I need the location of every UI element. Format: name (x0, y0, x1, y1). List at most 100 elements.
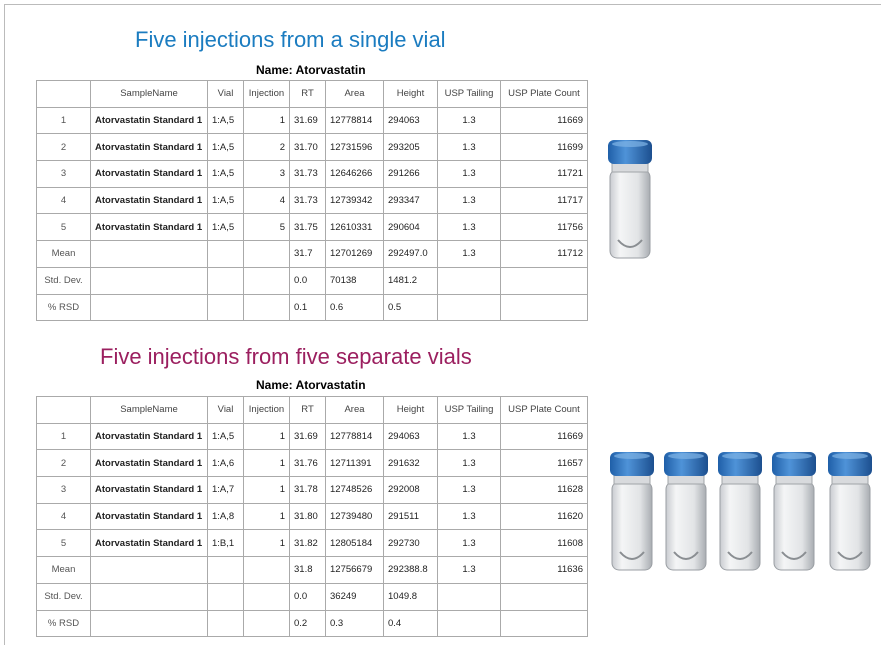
table-cell: 0.1 (289, 293, 326, 322)
table-cell: 3 (36, 476, 91, 504)
table-cell (207, 582, 244, 611)
header-cell: Injection (243, 396, 290, 424)
table-cell: 31.80 (289, 502, 326, 531)
table-cell: 1.3 (437, 186, 501, 215)
table-cell: 0.0 (289, 266, 326, 295)
header-cell: USP Plate Count (500, 80, 588, 108)
table-cell: 11657 (500, 449, 588, 478)
table-cell: 36249 (325, 582, 384, 611)
table-cell (437, 293, 501, 322)
table-cell: Atorvastatin Standard 1 (90, 502, 208, 531)
table-row: % RSD 0.2 0.3 0.4 (36, 609, 588, 638)
table-row: 2 Atorvastatin Standard 1 1:A,5 2 31.70 12731… (36, 133, 588, 162)
section-title: Five injections from five separate vials (100, 344, 472, 369)
table-cell: 292497.0 (383, 240, 438, 268)
table-cell: Std. Dev. (36, 582, 91, 611)
table-cell: Atorvastatin Standard 1 (90, 186, 208, 215)
table-cell: 5 (243, 213, 290, 242)
table-row: 4 Atorvastatin Standard 1 1:A,5 4 31.73 12739… (36, 186, 588, 215)
table-cell: 12731596 (325, 133, 384, 162)
table-cell: 293205 (383, 133, 438, 162)
table-cell: 12711391 (325, 449, 384, 478)
header-row: SampleName Vial Injection RT Area Height USP T… (36, 396, 588, 424)
table-cell: 1.3 (437, 240, 501, 268)
table-cell: Atorvastatin Standard 1 (90, 106, 208, 135)
table-row: Mean 31.7 12701269 292497.0 1.3 11712 (36, 240, 588, 268)
table-cell (500, 609, 588, 638)
table-row: 5 Atorvastatin Standard 1 1:B,1 1 31.82 12805… (36, 529, 588, 558)
table-cell: 1:A,8 (207, 502, 244, 531)
table-cell: 0.0 (289, 582, 326, 611)
table-cell: 12646266 (325, 160, 384, 188)
table-row: Mean 31.8 12756679 292388.8 1.3 11636 (36, 556, 588, 584)
table-cell (243, 240, 290, 268)
table-caption: Name: Atorvastatin (256, 63, 366, 77)
table-cell: 1.3 (437, 213, 501, 242)
table-cell: 11699 (500, 133, 588, 162)
table-cell: 291511 (383, 502, 438, 531)
table-cell: 1.3 (437, 556, 501, 584)
table-cell: Atorvastatin Standard 1 (90, 133, 208, 162)
table-cell (243, 609, 290, 638)
vial (607, 139, 653, 259)
table-cell (243, 556, 290, 584)
table-cell (500, 266, 588, 295)
vial (717, 451, 763, 571)
table-cell: 31.7 (289, 240, 326, 268)
table-cell: 1 (243, 449, 290, 478)
section-title: Five injections from a single vial (135, 27, 446, 52)
table-cell: 292388.8 (383, 556, 438, 584)
table-cell (207, 556, 244, 584)
table-cell: 31.69 (289, 106, 326, 135)
table-row: Std. Dev. 0.0 70138 1481.2 (36, 266, 588, 295)
table-cell: 1:A,7 (207, 476, 244, 504)
table-cell (90, 240, 208, 268)
table-cell: 12739480 (325, 502, 384, 531)
vial (663, 451, 709, 571)
table-cell (243, 293, 290, 322)
table-cell (243, 582, 290, 611)
table-cell: 1 (243, 106, 290, 135)
table-cell: 2 (243, 133, 290, 162)
header-cell: Height (383, 396, 438, 424)
header-cell: USP Tailing (437, 80, 501, 108)
header-cell: Injection (243, 80, 290, 108)
table-cell: 290604 (383, 213, 438, 242)
table-cell (207, 293, 244, 322)
table-row: % RSD 0.1 0.6 0.5 (36, 293, 588, 322)
table-cell: 4 (36, 186, 91, 215)
table-row: 3 Atorvastatin Standard 1 1:A,7 1 31.78 12748… (36, 476, 588, 504)
table-cell: 12756679 (325, 556, 384, 584)
table-cell: 12778814 (325, 422, 384, 451)
table-cell: 1.3 (437, 529, 501, 558)
table-cell: 1:A,6 (207, 449, 244, 478)
table-cell (90, 266, 208, 295)
table-cell: 11669 (500, 106, 588, 135)
table-cell: 0.3 (325, 609, 384, 638)
header-cell: USP Tailing (437, 396, 501, 424)
table-cell: 11608 (500, 529, 588, 558)
table-cell: Atorvastatin Standard 1 (90, 476, 208, 504)
table-cell (207, 609, 244, 638)
table-cell: Atorvastatin Standard 1 (90, 529, 208, 558)
table-row: 3 Atorvastatin Standard 1 1:A,5 3 31.73 12646… (36, 160, 588, 188)
table-cell (437, 582, 501, 611)
table-cell (90, 582, 208, 611)
table-cell: 11717 (500, 186, 588, 215)
vial (771, 451, 817, 571)
table-cell: 70138 (325, 266, 384, 295)
table-cell (207, 240, 244, 268)
table-cell: 12805184 (325, 529, 384, 558)
table-cell: 292730 (383, 529, 438, 558)
table-cell: 31.82 (289, 529, 326, 558)
table-cell: 11712 (500, 240, 588, 268)
table-cell (437, 609, 501, 638)
vial (827, 451, 873, 571)
table-cell: 1 (36, 422, 91, 451)
table-cell: 1:A,5 (207, 106, 244, 135)
table-row: Std. Dev. 0.0 36249 1049.8 (36, 582, 588, 611)
table-cell: Atorvastatin Standard 1 (90, 160, 208, 188)
table-cell (90, 293, 208, 322)
table-cell: 1.3 (437, 106, 501, 135)
